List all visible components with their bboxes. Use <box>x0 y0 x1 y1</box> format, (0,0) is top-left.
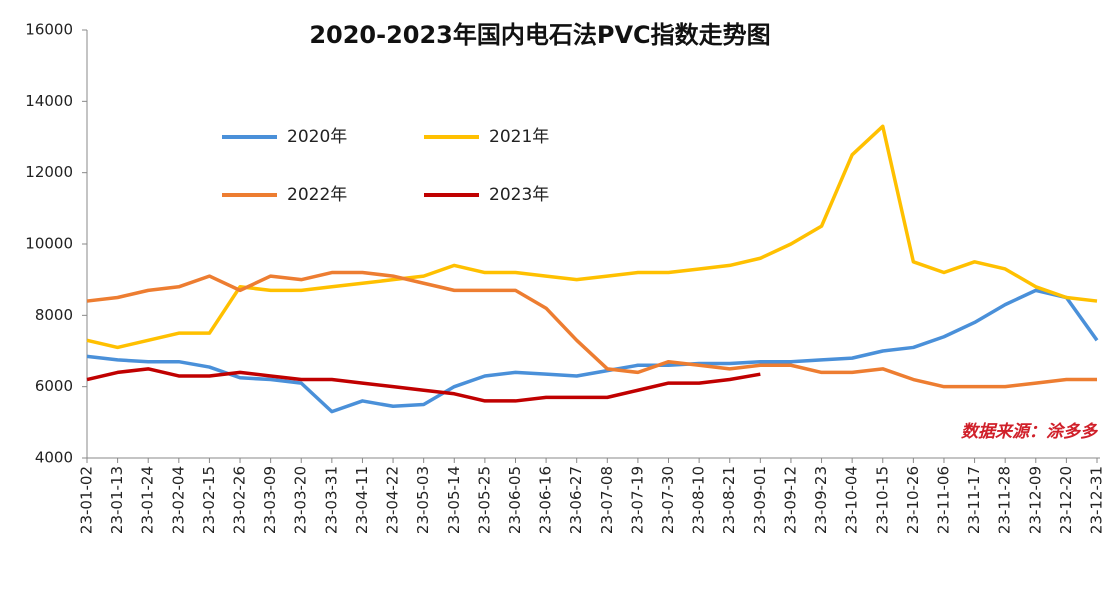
x-tick-label: 23-08-10 <box>690 466 708 534</box>
x-tick-label: 23-11-28 <box>996 466 1014 534</box>
x-tick-label: 23-02-15 <box>200 466 218 534</box>
x-tick-label: 23-11-06 <box>934 466 952 534</box>
x-tick-label: 23-10-04 <box>843 466 861 534</box>
x-tick-label: 23-03-09 <box>261 466 279 534</box>
x-tick-label: 23-05-25 <box>475 466 493 534</box>
x-tick-label: 23-01-13 <box>108 466 126 534</box>
x-tick-label: 23-12-09 <box>1026 466 1044 534</box>
x-tick-label: 23-12-31 <box>1088 466 1106 534</box>
y-tick-label: 6000 <box>35 377 73 395</box>
legend-label: 2022年 <box>287 185 347 205</box>
x-tick-label: 23-03-31 <box>322 466 340 534</box>
y-tick-label: 8000 <box>35 306 73 324</box>
x-tick-label: 23-11-17 <box>965 466 983 534</box>
x-tick-label: 23-05-14 <box>445 466 463 534</box>
x-tick-label: 23-07-30 <box>659 466 677 534</box>
series-line <box>86 124 1098 350</box>
y-tick-label: 12000 <box>25 163 73 181</box>
y-tick-label: 16000 <box>25 21 73 39</box>
x-tick-label: 23-02-04 <box>169 466 187 534</box>
y-tick-label: 14000 <box>25 92 73 110</box>
chart-title: 2020-2023年国内电石法PVC指数走势图 <box>309 21 770 49</box>
x-tick-label: 23-07-19 <box>628 466 646 534</box>
x-tick-label: 23-03-20 <box>292 466 310 534</box>
x-tick-label: 23-05-03 <box>414 466 432 534</box>
legend-label: 2020年 <box>287 127 347 147</box>
x-tick-label: 23-06-05 <box>506 466 524 534</box>
x-tick-label: 23-10-26 <box>904 466 922 534</box>
x-tick-label: 23-09-01 <box>751 466 769 534</box>
x-tick-label: 23-01-02 <box>78 466 96 534</box>
x-tick-label: 23-04-11 <box>353 466 371 534</box>
series-line <box>86 367 761 403</box>
series-line <box>86 270 1097 389</box>
x-tick-label: 23-06-27 <box>567 466 585 534</box>
y-tick-label: 10000 <box>25 235 73 253</box>
x-tick-label: 23-08-21 <box>720 466 738 534</box>
x-tick-label: 23-09-23 <box>812 466 830 534</box>
x-tick-label: 23-07-08 <box>598 466 616 534</box>
source-note: 数据来源：涂多多 <box>961 422 1099 442</box>
x-tick-label: 23-10-15 <box>873 466 891 534</box>
y-tick-label: 4000 <box>35 449 73 467</box>
x-tick-label: 23-02-26 <box>231 466 249 534</box>
x-tick-label: 23-12-20 <box>1057 466 1075 534</box>
x-tick-label: 23-09-12 <box>781 466 799 534</box>
x-tick-label: 23-04-22 <box>384 466 402 534</box>
x-tick-label: 23-01-24 <box>139 466 157 534</box>
legend-label: 2021年 <box>489 127 549 147</box>
legend-label: 2023年 <box>489 185 549 205</box>
series-line <box>86 288 1099 414</box>
x-tick-label: 23-06-16 <box>537 466 555 534</box>
